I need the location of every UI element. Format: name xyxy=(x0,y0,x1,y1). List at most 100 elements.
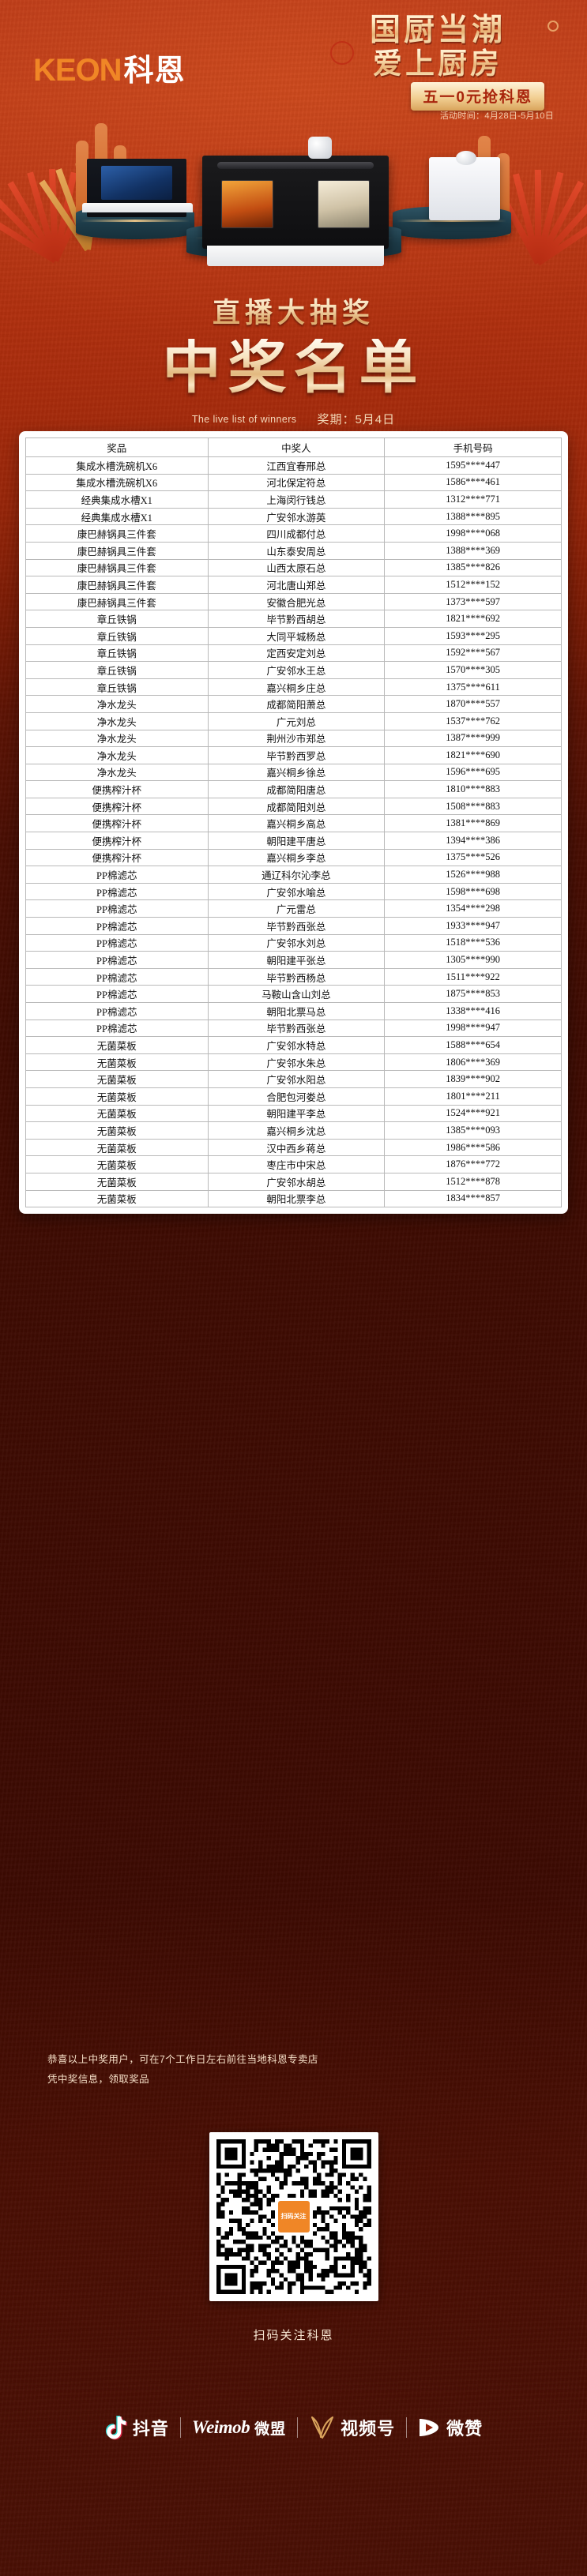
table-row: PP棉滤芯 广元雷总 1354****298 xyxy=(25,899,562,918)
cell-phone: 1596****695 xyxy=(384,763,562,782)
table-row: PP棉滤芯 通辽科尔沁李总 1526****988 xyxy=(25,866,562,884)
table-row: 净水龙头 毕节黔西罗总 1821****690 xyxy=(25,746,562,764)
oven-window-left xyxy=(220,179,273,229)
table-row: 章丘铁锅 毕节黔西胡总 1821****692 xyxy=(25,610,562,628)
table-row: PP棉滤芯 毕节黔西张总 1998****947 xyxy=(25,1019,562,1038)
ring-decoration-left xyxy=(330,41,354,65)
social-label-weimob: 微盟 xyxy=(254,2420,287,2438)
cell-prize: PP棉滤芯 xyxy=(25,951,209,969)
cell-prize: 无菌菜板 xyxy=(25,1138,209,1157)
social-label-weizan: 微赞 xyxy=(446,2419,484,2439)
product-kettle xyxy=(308,137,332,159)
cell-winner: 嘉兴桐乡沈总 xyxy=(207,1121,386,1140)
social-item-weizan[interactable]: 微赞 xyxy=(418,2415,483,2440)
brand-logo: KEON 科恩 xyxy=(33,46,186,89)
cell-winner: 毕节黔西胡总 xyxy=(207,610,386,628)
fan-decoration-right xyxy=(487,164,587,266)
social-divider-1 xyxy=(179,2417,181,2438)
table-row: 集成水槽洗碗机X6 河北保定符总 1586****461 xyxy=(25,473,562,492)
social-label-channels: 视频号 xyxy=(341,2419,396,2439)
winners-table-body: 集成水槽洗碗机X6 江西宜春邢总 1595****447 集成水槽洗碗机X6 河北保定符… xyxy=(25,456,562,1208)
cell-winner: 成都简阳刘总 xyxy=(207,797,386,816)
cell-prize: 净水龙头 xyxy=(25,712,209,730)
cell-phone: 1870****557 xyxy=(384,695,562,713)
cell-prize: 康巴赫锅具三件套 xyxy=(25,524,209,543)
promo-period-note: 活动时间：4月28日-5月10日 xyxy=(439,111,554,121)
column-header-phone: 手机号码 xyxy=(384,437,562,457)
cell-phone: 1312****771 xyxy=(384,490,562,509)
cell-phone: 1373****597 xyxy=(384,592,562,611)
cell-winner: 合肥包河娄总 xyxy=(207,1087,386,1106)
cell-prize: 康巴赫锅具三件套 xyxy=(25,592,209,611)
weizan-icon xyxy=(420,2419,439,2436)
cell-winner: 广安邻水胡总 xyxy=(207,1172,386,1191)
cell-prize: PP棉滤芯 xyxy=(25,1002,209,1020)
cell-prize: 集成水槽洗碗机X6 xyxy=(25,473,209,492)
cell-winner: 上海闵行钱总 xyxy=(207,490,386,509)
cell-winner: 毕节黔西张总 xyxy=(207,1019,386,1038)
cell-prize: 章丘铁锅 xyxy=(25,626,209,645)
cell-phone: 1834****857 xyxy=(384,1189,562,1208)
cell-winner: 广安邻水游英 xyxy=(207,507,386,526)
cell-phone: 1354****298 xyxy=(384,899,562,918)
table-row: 净水龙头 荆州沙市郑总 1387****999 xyxy=(25,729,562,748)
social-item-weimob[interactable]: Weimob 微盟 xyxy=(192,2417,286,2439)
qr-code-logo: 扫码关注 xyxy=(275,2199,312,2235)
weimob-icon: Weimob xyxy=(191,2417,250,2437)
social-item-douyin[interactable]: 抖音 xyxy=(104,2415,169,2440)
table-row: 章丘铁锅 广安邻水王总 1570****305 xyxy=(25,661,562,679)
table-row: PP棉滤芯 广安邻水刘总 1518****536 xyxy=(25,933,562,952)
table-row: 无菌菜板 广安邻水朱总 1806****369 xyxy=(25,1053,562,1072)
cell-prize: PP棉滤芯 xyxy=(25,866,209,884)
cell-prize: 经典集成水槽X1 xyxy=(25,507,209,526)
cell-phone: 1385****093 xyxy=(384,1121,562,1140)
table-row: 便携榨汁杯 嘉兴桐乡李总 1375****526 xyxy=(25,848,562,867)
cell-phone: 1385****826 xyxy=(384,558,562,577)
cell-winner: 广安邻水王总 xyxy=(207,661,386,679)
cell-phone: 1839****902 xyxy=(384,1070,562,1088)
table-row: 净水龙头 嘉兴桐乡徐总 1596****695 xyxy=(25,763,562,782)
cell-winner: 大同平城杨总 xyxy=(207,626,386,645)
cell-winner: 毕节黔西张总 xyxy=(207,917,386,935)
product-showcase xyxy=(0,137,587,280)
cell-winner: 嘉兴桐乡李总 xyxy=(207,848,386,867)
cell-prize: 章丘铁锅 xyxy=(25,644,209,663)
cell-winner: 朝阳建平张总 xyxy=(207,951,386,969)
channels-icon xyxy=(311,2416,334,2439)
cell-phone: 1387****999 xyxy=(384,729,562,748)
cell-prize: 净水龙头 xyxy=(25,695,209,713)
table-row: 康巴赫锅具三件套 四川成都付总 1998****068 xyxy=(25,524,562,543)
cell-prize: PP棉滤芯 xyxy=(25,985,209,1003)
cell-phone: 1512****878 xyxy=(384,1172,562,1191)
promo-badge: 五一0元抢科恩 xyxy=(411,82,544,111)
table-row: 康巴赫锅具三件套 安徽合肥光总 1373****597 xyxy=(25,592,562,611)
cell-prize: 无菌菜板 xyxy=(25,1189,209,1208)
cell-winner: 朝阳建平李总 xyxy=(207,1104,386,1123)
oven-control-bar xyxy=(216,162,374,170)
table-row: 无菌菜板 广安邻水特总 1588****654 xyxy=(25,1036,562,1054)
cell-winner: 广元雷总 xyxy=(207,899,386,918)
claim-instructions-line1: 恭喜以上中奖用户，可在7个工作日左右前往当地科恩专卖店 xyxy=(47,2054,318,2065)
table-row: 便携榨汁杯 朝阳建平唐总 1394****386 xyxy=(25,832,562,850)
cell-phone: 1512****152 xyxy=(384,576,562,594)
cell-phone: 1526****988 xyxy=(384,866,562,884)
table-row: 经典集成水槽X1 上海闵行钱总 1312****771 xyxy=(25,490,562,509)
cell-prize: 经典集成水槽X1 xyxy=(25,490,209,509)
cell-phone: 1598****698 xyxy=(384,882,562,901)
qr-code[interactable]: 扫码关注 xyxy=(216,2139,371,2294)
qr-code-box[interactable]: 扫码关注 xyxy=(209,2132,378,2301)
cell-phone: 1511****922 xyxy=(384,967,562,986)
cell-phone: 1821****690 xyxy=(384,746,562,764)
cell-phone: 1595****447 xyxy=(384,456,562,475)
douyin-icon xyxy=(105,2416,127,2440)
cell-winner: 四川成都付总 xyxy=(207,524,386,543)
title-block: 直播大抽奖 中奖名单 The live list of winners 奖期：5… xyxy=(0,291,587,427)
winners-table: 奖品 中奖人 手机号码 集成水槽洗碗机X6 江西宜春邢总 1595****447 集成… xyxy=(25,437,562,1208)
table-row: 章丘铁锅 定西安定刘总 1592****567 xyxy=(25,644,562,663)
page-title: 中奖名单 xyxy=(0,338,587,398)
product-water-purifier xyxy=(429,157,500,220)
cell-prize: 净水龙头 xyxy=(25,729,209,748)
social-item-channels[interactable]: 视频号 xyxy=(309,2415,395,2440)
column-header-winner: 中奖人 xyxy=(207,437,386,457)
table-row: 集成水槽洗碗机X6 江西宜春邢总 1595****447 xyxy=(25,456,562,475)
